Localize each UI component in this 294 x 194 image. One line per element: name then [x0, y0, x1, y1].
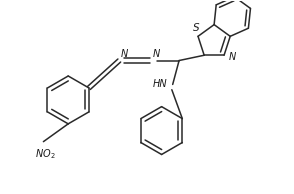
Text: S: S: [193, 23, 200, 33]
Text: N: N: [228, 52, 236, 62]
Text: N: N: [121, 49, 128, 59]
Text: NO$_2$: NO$_2$: [35, 147, 55, 161]
Text: HN: HN: [153, 79, 167, 89]
Text: N: N: [153, 49, 160, 59]
